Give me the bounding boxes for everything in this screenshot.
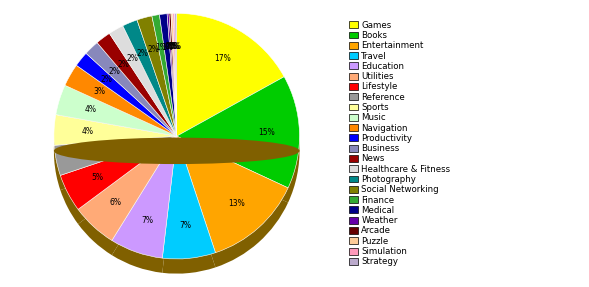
Wedge shape bbox=[86, 57, 177, 151]
Wedge shape bbox=[54, 136, 177, 175]
Wedge shape bbox=[177, 13, 284, 136]
Text: 2%: 2% bbox=[147, 45, 159, 54]
Text: 0%: 0% bbox=[167, 42, 179, 51]
Wedge shape bbox=[173, 28, 177, 151]
Wedge shape bbox=[123, 20, 177, 136]
Wedge shape bbox=[177, 77, 300, 188]
Wedge shape bbox=[77, 68, 177, 151]
Wedge shape bbox=[65, 80, 177, 151]
Wedge shape bbox=[56, 100, 177, 151]
Text: 7%: 7% bbox=[141, 216, 153, 225]
Wedge shape bbox=[175, 28, 177, 151]
Legend: Games, Books, Entertainment, Travel, Education, Utilities, Lifestyle, Reference,: Games, Books, Entertainment, Travel, Edu… bbox=[349, 21, 451, 266]
Wedge shape bbox=[97, 33, 177, 136]
Wedge shape bbox=[177, 91, 300, 203]
Wedge shape bbox=[97, 48, 177, 151]
Wedge shape bbox=[163, 136, 216, 259]
Wedge shape bbox=[112, 136, 177, 258]
Wedge shape bbox=[77, 53, 177, 136]
Wedge shape bbox=[160, 28, 177, 151]
Wedge shape bbox=[123, 35, 177, 151]
Wedge shape bbox=[163, 151, 216, 274]
Wedge shape bbox=[173, 13, 177, 136]
Wedge shape bbox=[65, 65, 177, 136]
Wedge shape bbox=[60, 136, 177, 209]
Wedge shape bbox=[171, 13, 177, 136]
Text: 2%: 2% bbox=[108, 67, 120, 76]
Text: 4%: 4% bbox=[81, 127, 93, 136]
Text: 1%: 1% bbox=[155, 43, 167, 52]
Wedge shape bbox=[54, 151, 177, 190]
Wedge shape bbox=[110, 40, 177, 151]
Text: 2%: 2% bbox=[127, 54, 138, 63]
Wedge shape bbox=[177, 136, 288, 253]
Wedge shape bbox=[110, 26, 177, 136]
Wedge shape bbox=[86, 43, 177, 136]
Text: 15%: 15% bbox=[258, 129, 274, 137]
Wedge shape bbox=[137, 31, 177, 151]
Text: 4%: 4% bbox=[85, 105, 97, 114]
Text: 6%: 6% bbox=[110, 198, 122, 207]
Text: 1%: 1% bbox=[161, 42, 173, 52]
Wedge shape bbox=[112, 151, 177, 273]
Wedge shape bbox=[175, 13, 177, 136]
Ellipse shape bbox=[54, 138, 300, 164]
Wedge shape bbox=[137, 16, 177, 136]
Text: 0%: 0% bbox=[168, 42, 181, 51]
Wedge shape bbox=[56, 85, 177, 136]
Text: 5%: 5% bbox=[91, 173, 103, 182]
Text: 17%: 17% bbox=[214, 55, 231, 63]
Wedge shape bbox=[160, 14, 177, 136]
Text: 0%: 0% bbox=[170, 42, 182, 51]
Wedge shape bbox=[169, 13, 177, 136]
Wedge shape bbox=[54, 129, 177, 160]
Wedge shape bbox=[152, 29, 177, 151]
Text: 2%: 2% bbox=[137, 49, 148, 58]
Text: 7%: 7% bbox=[180, 221, 192, 230]
Text: 0%: 0% bbox=[166, 42, 178, 51]
Wedge shape bbox=[54, 115, 177, 145]
Wedge shape bbox=[167, 13, 177, 136]
Wedge shape bbox=[78, 151, 177, 255]
Wedge shape bbox=[171, 28, 177, 151]
Text: 2%: 2% bbox=[101, 75, 113, 84]
Text: 13%: 13% bbox=[228, 199, 245, 208]
Text: 0%: 0% bbox=[164, 42, 176, 51]
Wedge shape bbox=[152, 15, 177, 136]
Text: 2%: 2% bbox=[117, 60, 129, 69]
Text: 4%: 4% bbox=[83, 150, 95, 158]
Wedge shape bbox=[169, 28, 177, 151]
Text: 3%: 3% bbox=[93, 87, 105, 96]
Wedge shape bbox=[60, 151, 177, 224]
Wedge shape bbox=[177, 28, 284, 151]
Wedge shape bbox=[167, 28, 177, 151]
Wedge shape bbox=[78, 136, 177, 241]
Wedge shape bbox=[177, 151, 288, 267]
